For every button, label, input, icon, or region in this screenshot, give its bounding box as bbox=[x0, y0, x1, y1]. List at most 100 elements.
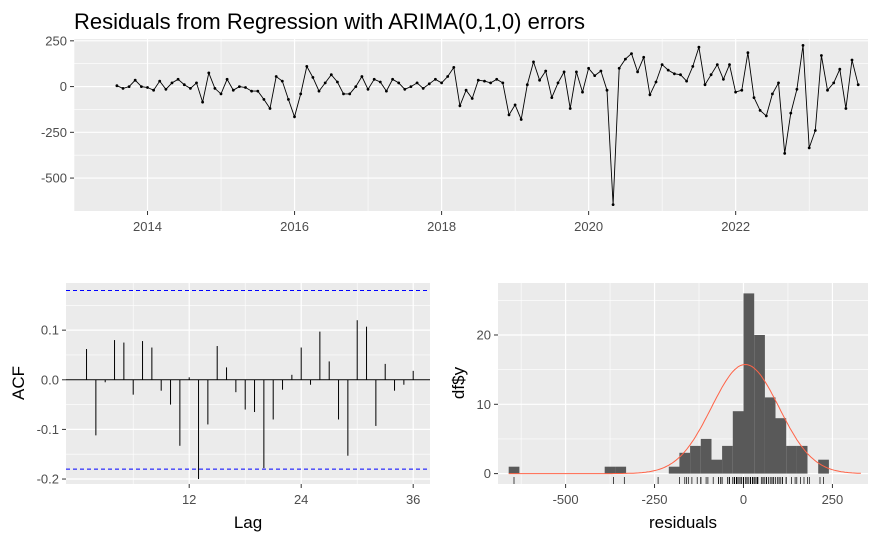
residual-point bbox=[427, 82, 431, 86]
histogram-bar bbox=[668, 466, 680, 474]
residual-point bbox=[685, 79, 688, 83]
residual-point bbox=[250, 89, 254, 93]
acf-panel-axes: 0.1 0.0 -0.1 -0.2 12 24 36 bbox=[37, 323, 421, 507]
residual-point bbox=[611, 203, 615, 207]
residual-point bbox=[568, 107, 572, 110]
residual-point bbox=[752, 96, 756, 99]
residual-point bbox=[532, 60, 535, 64]
histogram-x-axis-title: residuals bbox=[649, 513, 717, 532]
residual-x-tick-label: 2016 bbox=[280, 219, 309, 234]
residual-point bbox=[421, 87, 425, 90]
acf-x-tick-label: 12 bbox=[182, 492, 196, 507]
residual-point bbox=[740, 88, 744, 92]
residual-point bbox=[844, 107, 848, 110]
residual-x-tick-label: 2018 bbox=[427, 219, 456, 234]
residual-point bbox=[581, 90, 584, 94]
residual-point bbox=[666, 68, 670, 72]
residual-point bbox=[262, 98, 266, 101]
residual-point bbox=[170, 81, 174, 85]
histogram-bar bbox=[690, 445, 701, 474]
residual-point bbox=[476, 78, 480, 82]
residual-timeseries-panel: 250 0 -250 -500 2014 2016 2018 2020 2022 bbox=[41, 33, 868, 234]
residual-point bbox=[403, 87, 407, 91]
residual-point bbox=[501, 81, 505, 85]
residual-point bbox=[458, 104, 462, 108]
residual-point bbox=[176, 77, 180, 81]
residual-point bbox=[452, 66, 456, 69]
residual-point bbox=[777, 81, 780, 85]
histogram-bar bbox=[508, 466, 520, 474]
hist-x-tick-label: 0 bbox=[740, 492, 747, 507]
histogram-bar bbox=[604, 466, 616, 474]
residual-point bbox=[801, 44, 805, 47]
residual-point bbox=[342, 92, 345, 96]
residual-line-series bbox=[115, 44, 860, 207]
residual-point bbox=[323, 81, 327, 85]
residual-point bbox=[507, 113, 511, 117]
histogram-bar bbox=[732, 411, 744, 474]
acf-y-tick-label: -0.1 bbox=[37, 422, 59, 437]
histogram-bar bbox=[764, 397, 776, 474]
residual-point bbox=[813, 129, 817, 132]
residual-point bbox=[654, 80, 658, 84]
residual-point bbox=[856, 83, 860, 87]
residual-x-tick-label: 2014 bbox=[133, 219, 162, 234]
acf-bars bbox=[66, 289, 430, 480]
residual-point bbox=[795, 87, 799, 91]
residual-x-tick-label: 2022 bbox=[721, 219, 750, 234]
residual-point bbox=[820, 54, 823, 57]
residual-y-tick-label: 0 bbox=[60, 79, 67, 94]
residual-point bbox=[164, 87, 168, 91]
residual-point bbox=[372, 77, 376, 81]
residual-point bbox=[624, 57, 627, 61]
residual-point bbox=[219, 92, 223, 96]
residual-point bbox=[771, 92, 774, 96]
hist-x-tick-label: -250 bbox=[642, 492, 668, 507]
histogram-bar bbox=[679, 452, 691, 474]
residual-point bbox=[489, 81, 492, 85]
residual-point bbox=[703, 83, 707, 87]
hist-x-tick-label: 250 bbox=[822, 492, 844, 507]
residual-point bbox=[336, 80, 339, 84]
residual-point bbox=[483, 79, 486, 83]
residual-point bbox=[648, 93, 652, 97]
residual-point bbox=[513, 103, 517, 107]
residual-point bbox=[238, 85, 241, 88]
histogram-panel-axes: 0 10 20 -500 -250 0 250 bbox=[477, 327, 844, 507]
residual-point bbox=[826, 88, 829, 92]
histogram-panel-grid bbox=[498, 283, 868, 484]
histogram-bars bbox=[508, 293, 861, 484]
residual-y-tick-label: 250 bbox=[45, 33, 67, 48]
acf-y-tick-label: -0.2 bbox=[37, 472, 59, 487]
histogram-bar bbox=[711, 459, 723, 474]
histogram-bar bbox=[700, 438, 712, 474]
residual-x-tick-label: 2020 bbox=[574, 219, 603, 234]
histogram-bar bbox=[754, 335, 765, 474]
residual-point bbox=[789, 111, 793, 115]
residual-point bbox=[133, 78, 137, 82]
acf-x-axis-title: Lag bbox=[234, 513, 262, 532]
normal-density-curve bbox=[508, 363, 861, 475]
residual-point bbox=[189, 87, 192, 90]
residual-point bbox=[244, 86, 247, 89]
residual-point bbox=[617, 66, 621, 70]
residual-point bbox=[722, 77, 725, 81]
residual-point bbox=[121, 87, 125, 90]
residual-point bbox=[746, 51, 750, 55]
residual-point bbox=[293, 115, 296, 119]
residual-point bbox=[832, 81, 836, 85]
residual-point bbox=[550, 96, 554, 99]
histogram-panel: 0 10 20 -500 -250 0 250 residuals df$y bbox=[449, 283, 868, 532]
residual-point bbox=[385, 89, 388, 93]
acf-y-tick-label: 0.1 bbox=[41, 323, 59, 338]
acf-panel: 0.1 0.0 -0.1 -0.2 12 24 36 Lag ACF bbox=[9, 283, 430, 532]
residual-point bbox=[274, 75, 278, 78]
residual-point bbox=[697, 45, 701, 49]
residual-point bbox=[287, 98, 290, 101]
residual-panel-background bbox=[74, 39, 868, 211]
residual-point bbox=[182, 83, 186, 87]
acf-y-axis-title: ACF bbox=[9, 366, 28, 400]
residual-point bbox=[575, 70, 578, 74]
residual-point bbox=[231, 88, 235, 92]
